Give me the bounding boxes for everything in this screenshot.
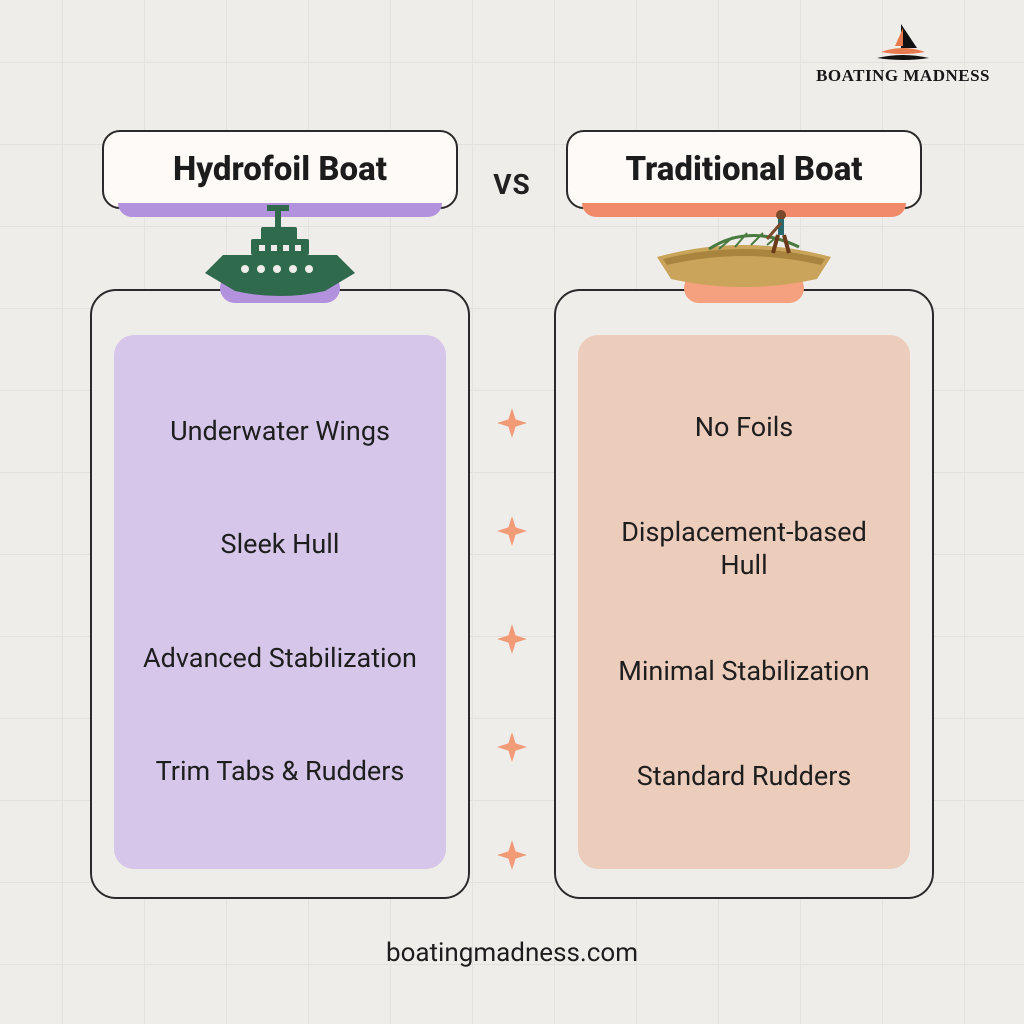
brand-name: BOATING MADNESS	[816, 66, 990, 86]
brand-logo: BOATING MADNESS	[816, 22, 990, 86]
list-item: Sleek Hull	[132, 528, 428, 562]
right-title-box: Traditional Boat	[566, 130, 922, 209]
vs-label: VS	[493, 168, 531, 201]
left-title: Hydrofoil Boat	[173, 150, 387, 189]
list-item: No Foils	[596, 411, 892, 445]
list-item: Minimal Stabilization	[596, 655, 892, 689]
left-column: Hydrofoil Boat	[90, 130, 470, 899]
list-item: Advanced Stabilization	[132, 642, 428, 676]
list-item: Standard Rudders	[596, 760, 892, 794]
left-card: Underwater Wings Sleek Hull Advanced Sta…	[90, 289, 470, 899]
sparkle-divider	[497, 408, 527, 870]
sparkle-icon	[497, 840, 527, 870]
sparkle-icon	[497, 624, 527, 654]
list-item: Trim Tabs & Rudders	[132, 755, 428, 789]
right-title: Traditional Boat	[625, 150, 862, 189]
left-card-inner: Underwater Wings Sleek Hull Advanced Sta…	[114, 335, 446, 869]
sparkle-icon	[497, 516, 527, 546]
list-item: Displacement-based Hull	[596, 516, 892, 584]
right-card: No Foils Displacement-based Hull Minimal…	[554, 289, 934, 899]
rowboat-icon	[649, 203, 839, 297]
list-item: Underwater Wings	[132, 415, 428, 449]
left-title-box: Hydrofoil Boat	[102, 130, 458, 209]
steamship-icon	[205, 203, 355, 307]
sparkle-icon	[497, 408, 527, 438]
sparkle-icon	[497, 732, 527, 762]
sailboat-icon	[816, 22, 990, 66]
footer-url: boatingmadness.com	[386, 938, 638, 968]
right-card-inner: No Foils Displacement-based Hull Minimal…	[578, 335, 910, 869]
right-column: Traditional Boat	[554, 130, 934, 899]
